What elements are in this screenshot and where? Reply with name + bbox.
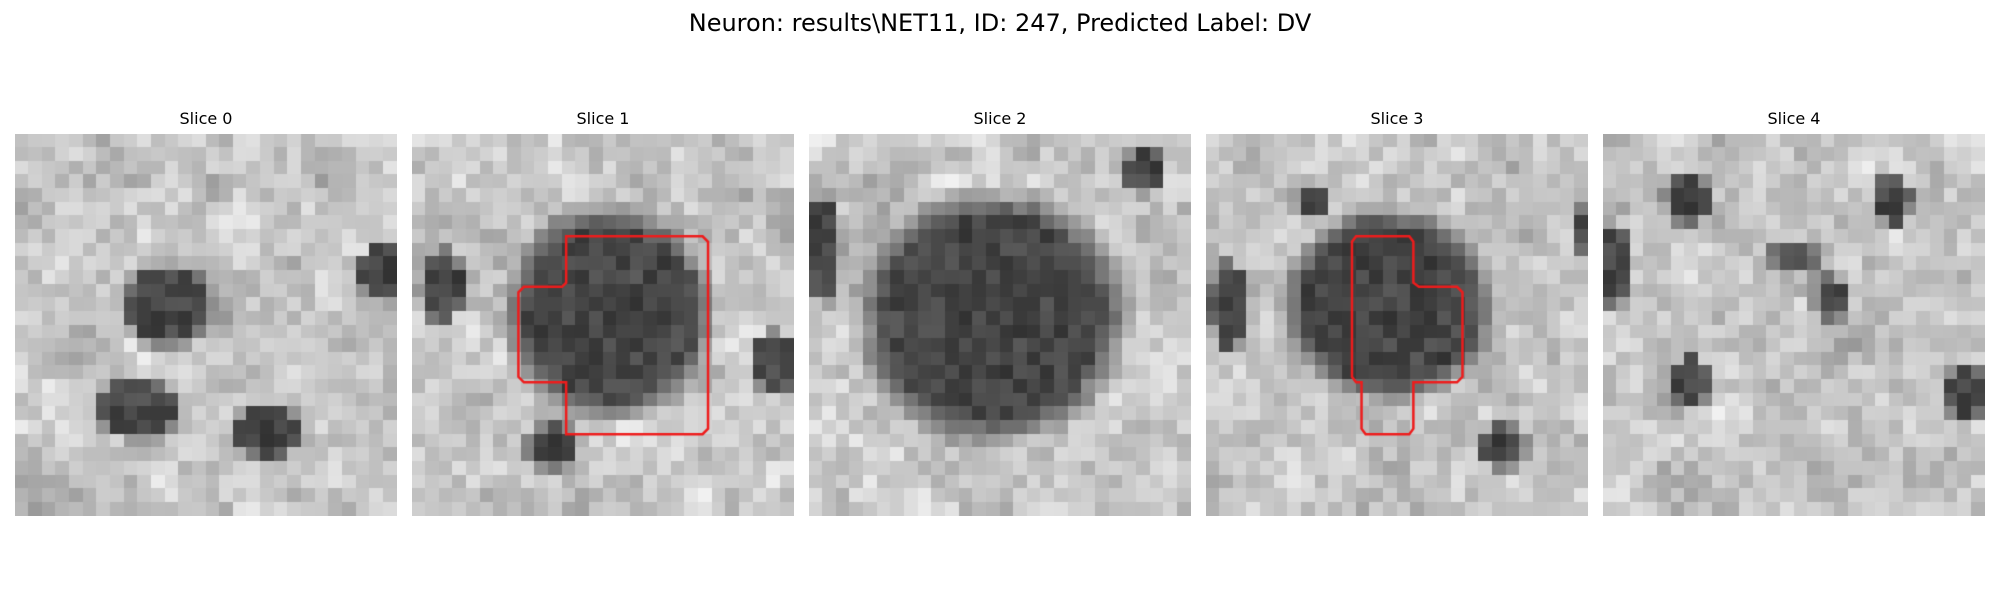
- slice-panel-2: Slice 2: [809, 108, 1191, 516]
- slice-title-1: Slice 1: [576, 109, 630, 128]
- slice-title-0: Slice 0: [179, 109, 233, 128]
- slice-panel-1: Slice 1: [412, 108, 794, 516]
- slice-panel-4: Slice 4: [1603, 108, 1985, 516]
- slice-image-4: [1603, 134, 1985, 516]
- figure-title: Neuron: results\NET11, ID: 247, Predicte…: [688, 9, 1312, 37]
- slice-title-3: Slice 3: [1370, 109, 1424, 128]
- slice-title-4: Slice 4: [1767, 109, 1821, 128]
- slice-image-3: [1206, 134, 1588, 516]
- slice-image-1: [412, 134, 794, 516]
- slice-title-2: Slice 2: [973, 109, 1027, 128]
- slice-panel-0: Slice 0: [15, 108, 397, 516]
- slice-image-2: [809, 134, 1191, 516]
- slice-image-0: [15, 134, 397, 516]
- slice-panel-3: Slice 3: [1206, 108, 1588, 516]
